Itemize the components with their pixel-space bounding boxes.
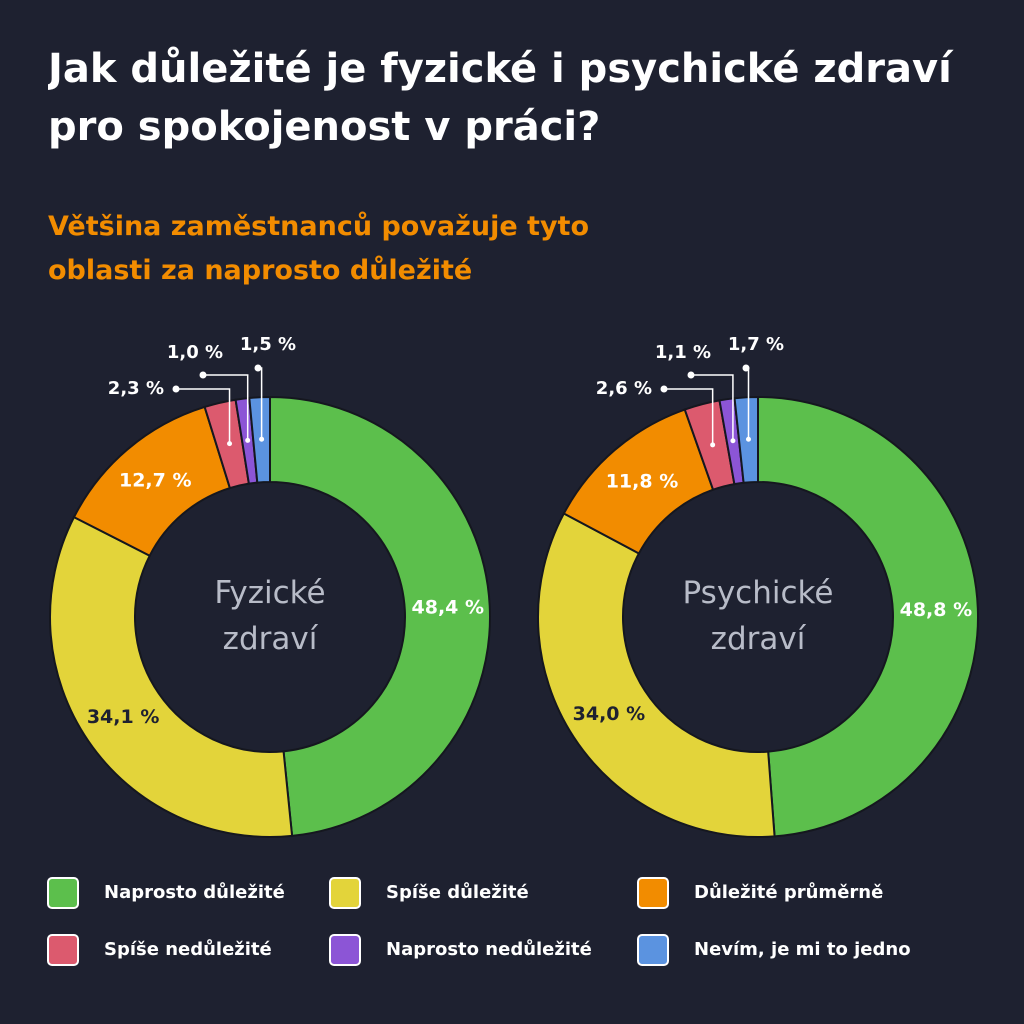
value-label: 2,6 % — [596, 378, 652, 399]
title-box: Jak důležité je fyzické i psychické zdra… — [48, 46, 952, 150]
value-label: 48,8 % — [900, 599, 973, 621]
legend-swatch — [329, 877, 361, 909]
leader-dot — [660, 385, 668, 393]
leader-end — [710, 442, 716, 448]
leader-line — [691, 374, 734, 441]
subtitle-box: Většina zaměstnanců považuje tyto oblast… — [48, 211, 590, 286]
leader-line — [176, 388, 231, 444]
value-label: 11,8 % — [606, 471, 679, 493]
value-label: 34,1 % — [87, 706, 160, 728]
value-label: 48,4 % — [412, 597, 485, 619]
value-label: 2,3 % — [108, 378, 164, 399]
legend-swatch — [329, 934, 361, 966]
legend-swatch — [47, 877, 79, 909]
leader-end — [745, 436, 751, 442]
leader-dot — [199, 371, 207, 379]
value-label: 1,7 % — [728, 334, 784, 355]
legend-label: Spíše nedůležité — [104, 938, 272, 960]
donut-slice — [269, 395, 491, 837]
value-label: 1,5 % — [240, 334, 296, 355]
leader-dot — [254, 364, 262, 372]
legend-label: Důležité průměrně — [694, 881, 883, 903]
legend-label: Spíše důležité — [386, 881, 529, 903]
leader-end — [259, 436, 265, 442]
legend-label: Naprosto důležité — [104, 881, 285, 903]
leader-line — [203, 374, 249, 441]
leader-dot — [742, 364, 750, 372]
leader-end — [730, 438, 736, 444]
legend-swatch — [637, 877, 669, 909]
value-label: 12,7 % — [119, 469, 192, 491]
center-label: Fyzické zdraví — [214, 575, 325, 657]
leader-end — [245, 437, 251, 443]
legend-label: Nevím, je mi to jedno — [694, 939, 911, 960]
value-label: 1,1 % — [655, 342, 711, 363]
leader-dot — [687, 371, 695, 379]
chart-title: Jak důležité je fyzické i psychické zdra… — [48, 46, 952, 150]
leader-end — [227, 441, 233, 447]
chart-subtitle: Většina zaměstnanců považuje tyto oblast… — [48, 211, 590, 286]
center-label: Psychické zdraví — [683, 575, 834, 657]
donut-slice — [537, 512, 776, 838]
legend-swatch — [47, 934, 79, 966]
value-label: 1,0 % — [167, 342, 223, 363]
leader-line — [664, 388, 714, 445]
leader-dot — [172, 385, 180, 393]
legend-label: Naprosto nedůležité — [386, 938, 592, 960]
donut-slice — [757, 395, 979, 838]
donut-slice — [49, 515, 294, 838]
legend-swatch — [637, 934, 669, 966]
value-label: 34,0 % — [573, 703, 646, 725]
